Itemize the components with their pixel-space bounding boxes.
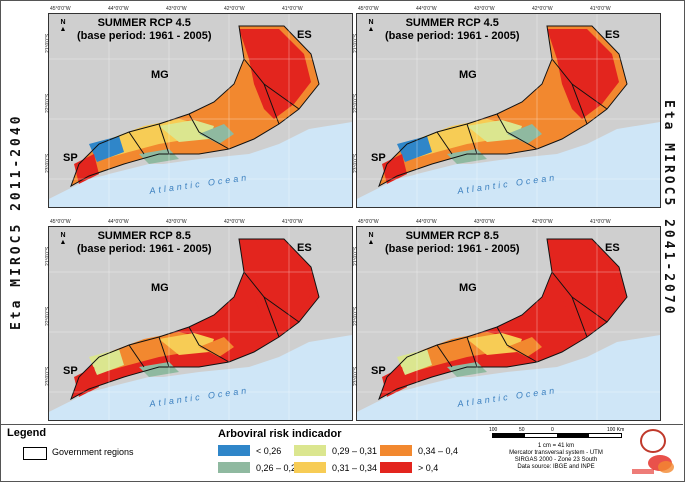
longitude-label: 43°0'0"W: [166, 6, 187, 12]
longitude-label: 44°0'0"W: [108, 219, 129, 225]
longitude-label: 41°0'0"W: [590, 219, 611, 225]
longitude-label: 44°0'0"W: [108, 6, 129, 12]
north-arrow-icon: N ▲: [59, 19, 67, 33]
swatch-label-4: 0,31 – 0,34: [332, 463, 378, 473]
longitude-label: 43°0'0"W: [474, 219, 495, 225]
risk-indicator-title: Arboviral risk indicador: [218, 428, 342, 440]
longitude-label: 45°0'0"W: [50, 219, 71, 225]
map-panel-2: N ▲ SUMMER RCP 4.5 (base period: 1961 - 2…: [356, 13, 661, 208]
panel-title-line2: (base period: 1961 - 2005): [385, 243, 520, 255]
gov-regions-symbol: [23, 447, 47, 460]
swatch-label-6: > 0,4: [418, 463, 439, 473]
state-label-mg: MG: [459, 69, 477, 81]
latitude-label: 23°0'0"S: [45, 366, 51, 386]
swatch-label-3: 0,29 – 0,31: [332, 446, 378, 456]
longitude-label: 41°0'0"W: [590, 6, 611, 12]
latitude-label: 21°0'0"S: [45, 246, 51, 266]
longitude-label: 43°0'0"W: [166, 219, 187, 225]
latitude-label: 22°0'0"S: [45, 306, 51, 326]
scale-tick-3: 0: [551, 427, 554, 433]
swatch-class-6: [380, 462, 412, 473]
panel-title-line1: SUMMER RCP 4.5: [405, 17, 499, 29]
panel-title-line2: (base period: 1961 - 2005): [385, 30, 520, 42]
legend: Legend Government regions Arboviral risk…: [0, 424, 683, 481]
map-info: 1 cm = 41 km Mercator transversal system…: [491, 443, 621, 471]
longitude-label: 45°0'0"W: [50, 6, 71, 12]
longitude-label: 42°0'0"W: [532, 6, 553, 12]
swatch-class-4: [294, 462, 326, 473]
swatch-class-2: [218, 462, 250, 473]
panel-title: SUMMER RCP 4.5 (base period: 1961 - 2005…: [385, 17, 520, 43]
longitude-label: 45°0'0"W: [358, 219, 379, 225]
state-label-sp: SP: [371, 152, 386, 164]
swatch-label-2: 0,26 – 0,29: [256, 463, 302, 473]
source-text: Data source: IBGE and INPE: [517, 464, 595, 470]
north-arrow-icon: N ▲: [367, 19, 375, 33]
state-label-sp: SP: [371, 365, 386, 377]
panel-title-line1: SUMMER RCP 8.5: [97, 230, 191, 242]
state-label-es: ES: [605, 29, 620, 41]
longitude-label: 44°0'0"W: [416, 6, 437, 12]
institution-logo-2: [632, 455, 674, 474]
state-label-es: ES: [297, 242, 312, 254]
panel-title-line1: SUMMER RCP 4.5: [97, 17, 191, 29]
state-label-es: ES: [297, 29, 312, 41]
legend-title: Legend: [7, 427, 47, 439]
longitude-label: 44°0'0"W: [416, 219, 437, 225]
state-label-es: ES: [605, 242, 620, 254]
longitude-label: 42°0'0"W: [224, 219, 245, 225]
state-label-sp: SP: [63, 365, 78, 377]
state-label-mg: MG: [151, 282, 169, 294]
swatch-class-3: [294, 445, 326, 456]
scale-tick-4: 100 Km: [607, 427, 625, 433]
map-panel-1: N ▲ SUMMER RCP 4.5 (base period: 1961 - 2…: [48, 13, 353, 208]
state-label-mg: MG: [151, 69, 169, 81]
swatch-class-5: [380, 445, 412, 456]
latitude-label: 23°0'0"S: [353, 153, 359, 173]
panel-title: SUMMER RCP 8.5 (base period: 1961 - 2005…: [77, 230, 212, 256]
swatch-label-1: < 0,26: [256, 446, 282, 456]
scale-tick-1: 100: [489, 427, 498, 433]
map-panel-3: N ▲ SUMMER RCP 8.5 (base period: 1961 - 2…: [48, 226, 353, 421]
right-period-label: Eta MIROC5 2041-2070: [661, 100, 676, 317]
map-panel-4: N ▲ SUMMER RCP 8.5 (base period: 1961 - 2…: [356, 226, 661, 421]
projection-text: Mercator transversal system - UTM: [509, 450, 603, 456]
datum-text: SIRGAS 2000 - Zone 23 South: [514, 457, 598, 463]
state-label-sp: SP: [63, 152, 78, 164]
panel-title: SUMMER RCP 8.5 (base period: 1961 - 2005…: [385, 230, 520, 256]
swatch-label-5: 0,34 – 0,4: [418, 446, 459, 456]
north-arrow-icon: N ▲: [59, 232, 67, 246]
latitude-label: 22°0'0"S: [353, 306, 359, 326]
scale-tick-2: 50: [519, 427, 525, 433]
gov-regions-label: Government regions: [52, 447, 134, 457]
scale-bar: [492, 433, 622, 438]
scale-text: 1 cm = 41 km: [537, 443, 575, 449]
swatch-class-1: [218, 445, 250, 456]
panel-title-line2: (base period: 1961 - 2005): [77, 30, 212, 42]
panel-title-line1: SUMMER RCP 8.5: [405, 230, 499, 242]
panel-title: SUMMER RCP 4.5 (base period: 1961 - 2005…: [77, 17, 212, 43]
latitude-label: 21°0'0"S: [353, 33, 359, 53]
longitude-label: 41°0'0"W: [282, 219, 303, 225]
latitude-label: 23°0'0"S: [353, 366, 359, 386]
state-label-mg: MG: [459, 282, 477, 294]
longitude-label: 42°0'0"W: [532, 219, 553, 225]
latitude-label: 21°0'0"S: [353, 246, 359, 266]
institution-logo-1: [640, 429, 666, 453]
left-period-label: Eta MIROC5 2011-2040: [9, 113, 24, 330]
latitude-label: 22°0'0"S: [45, 93, 51, 113]
latitude-label: 23°0'0"S: [45, 153, 51, 173]
longitude-label: 45°0'0"W: [358, 6, 379, 12]
north-arrow-icon: N ▲: [367, 232, 375, 246]
longitude-label: 42°0'0"W: [224, 6, 245, 12]
longitude-label: 43°0'0"W: [474, 6, 495, 12]
longitude-label: 41°0'0"W: [282, 6, 303, 12]
panel-title-line2: (base period: 1961 - 2005): [77, 243, 212, 255]
latitude-label: 22°0'0"S: [353, 93, 359, 113]
latitude-label: 21°0'0"S: [45, 33, 51, 53]
